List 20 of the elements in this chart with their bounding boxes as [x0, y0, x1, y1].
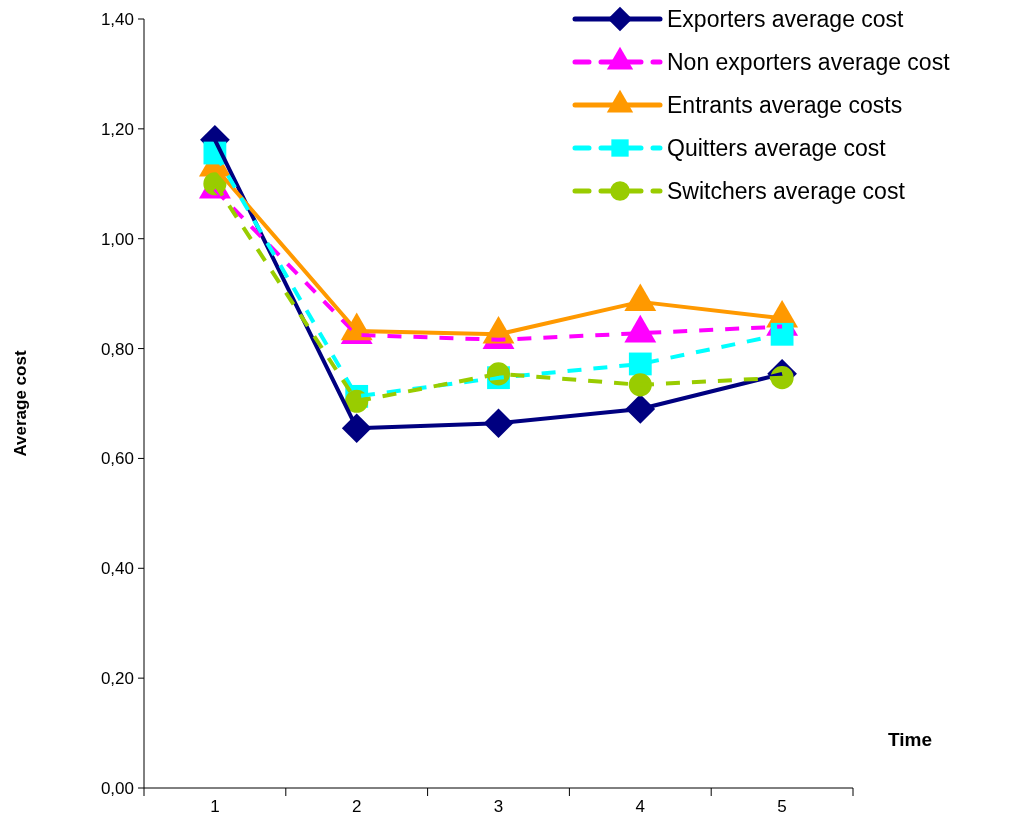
- y-tick-label: 0,60: [100, 449, 134, 469]
- y-tick-label: 0,80: [100, 339, 134, 359]
- x-tick-label: 1: [210, 797, 220, 816]
- x-tick-label: 3: [493, 797, 504, 816]
- x-tick-label: 5: [777, 797, 787, 816]
- x-axis-title: Time: [887, 729, 933, 750]
- y-tick-label: 0,00: [100, 778, 134, 798]
- legend-label: Quitters average cost: [667, 135, 887, 162]
- legend-label: Non exporters average cost: [667, 49, 951, 76]
- y-tick-label: 1,20: [100, 119, 134, 139]
- y-axis-title: Average cost: [11, 350, 30, 457]
- legend-label: Switchers average cost: [667, 178, 906, 205]
- y-tick-label: 0,20: [100, 669, 134, 689]
- y-tick-label: 1,40: [100, 9, 134, 29]
- legend-label: Entrants average costs: [667, 92, 903, 119]
- legend-label: Exporters average cost: [667, 6, 905, 33]
- x-tick-label: 2: [351, 797, 362, 816]
- x-tick-label: 4: [635, 797, 646, 816]
- y-tick-label: 1,00: [100, 229, 134, 249]
- y-tick-label: 0,40: [100, 559, 134, 579]
